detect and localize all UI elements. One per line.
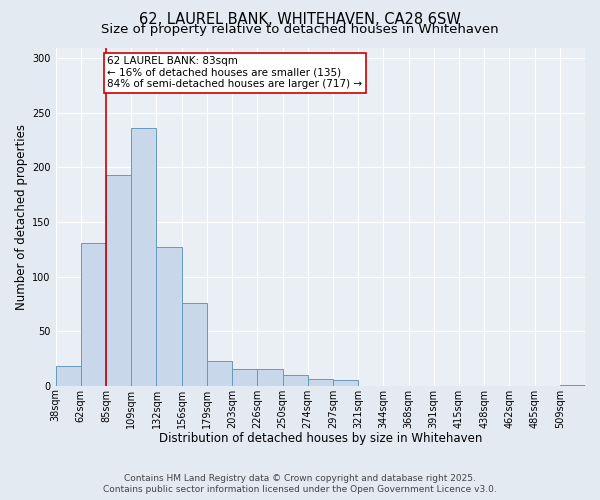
Bar — [182, 303, 207, 386]
Bar — [308, 379, 333, 386]
Bar — [131, 128, 157, 386]
Text: Size of property relative to detached houses in Whitehaven: Size of property relative to detached ho… — [101, 22, 499, 36]
Y-axis label: Number of detached properties: Number of detached properties — [15, 124, 28, 310]
Bar — [232, 370, 257, 386]
Text: 62, LAUREL BANK, WHITEHAVEN, CA28 6SW: 62, LAUREL BANK, WHITEHAVEN, CA28 6SW — [139, 12, 461, 28]
Bar — [283, 375, 308, 386]
X-axis label: Distribution of detached houses by size in Whitehaven: Distribution of detached houses by size … — [158, 432, 482, 445]
Bar — [81, 243, 106, 386]
Bar — [257, 370, 283, 386]
Bar — [333, 380, 358, 386]
Bar — [106, 175, 131, 386]
Bar — [560, 384, 585, 386]
Bar — [157, 247, 182, 386]
Text: Contains HM Land Registry data © Crown copyright and database right 2025.
Contai: Contains HM Land Registry data © Crown c… — [103, 474, 497, 494]
Bar — [207, 360, 232, 386]
Bar — [56, 366, 81, 386]
Text: 62 LAUREL BANK: 83sqm
← 16% of detached houses are smaller (135)
84% of semi-det: 62 LAUREL BANK: 83sqm ← 16% of detached … — [107, 56, 362, 90]
